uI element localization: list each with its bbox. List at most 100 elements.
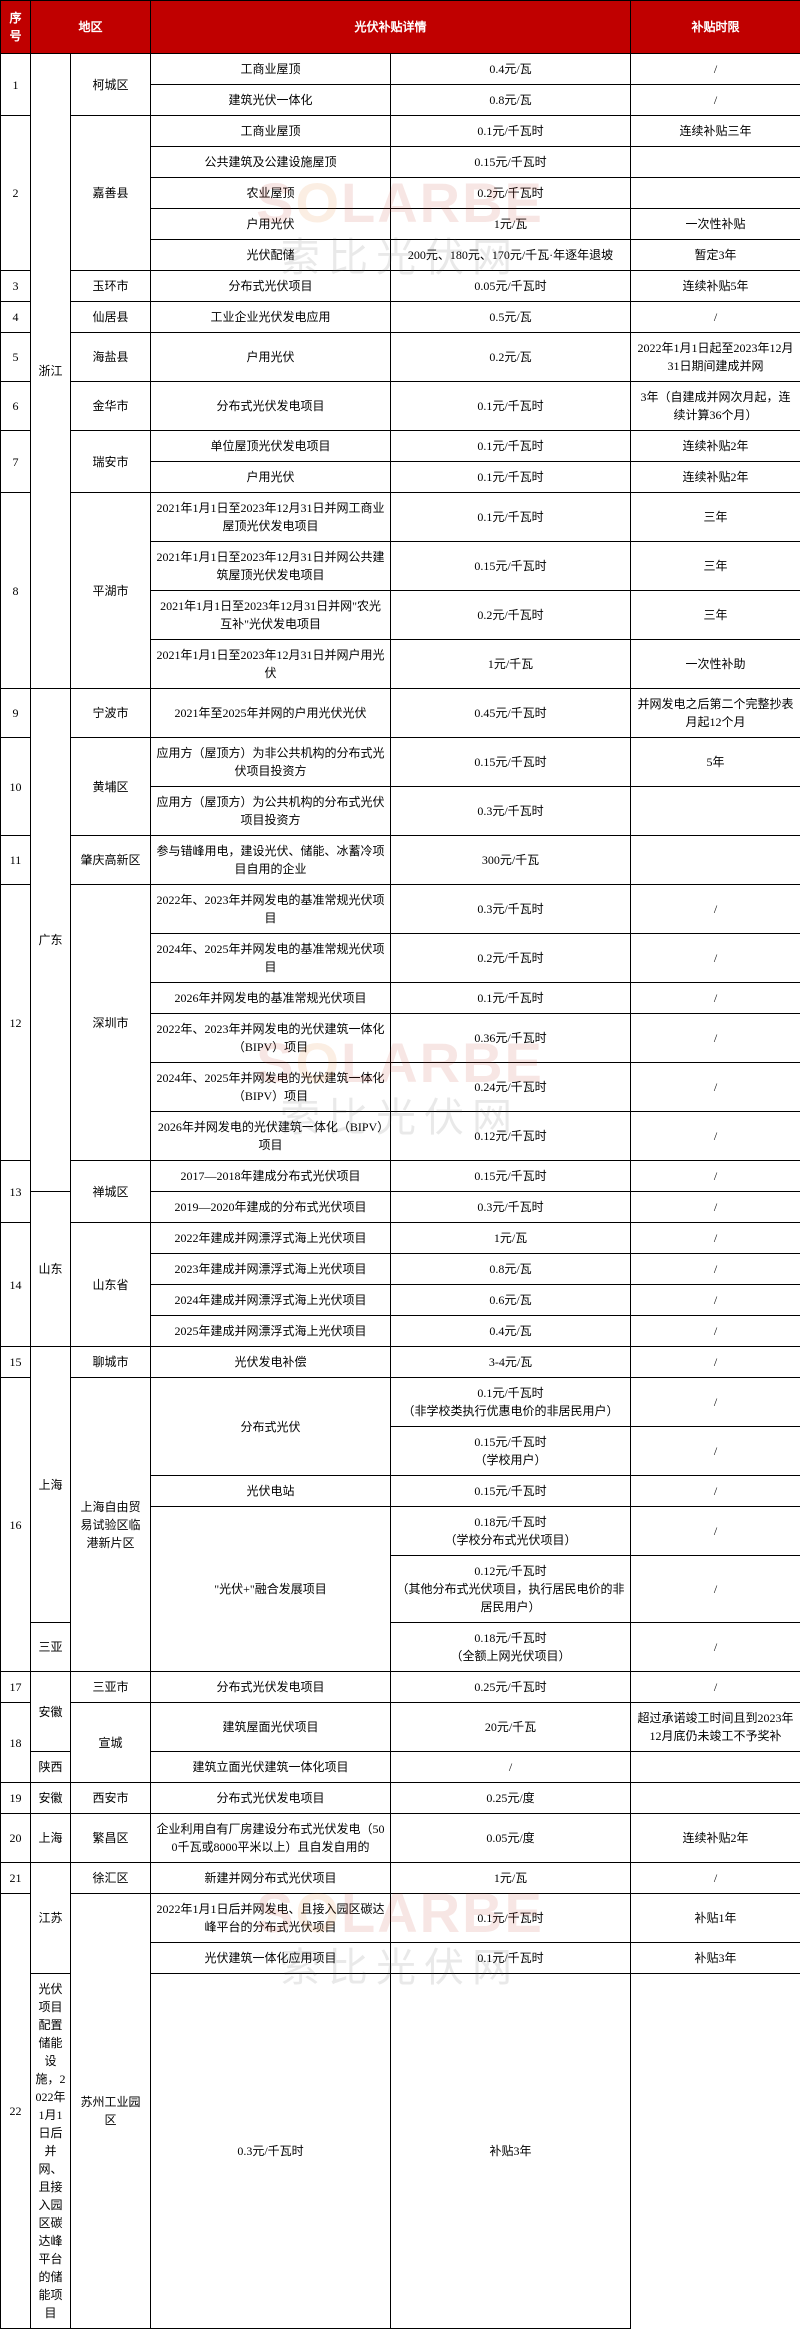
cell-amount: 0.1元/千瓦时 xyxy=(391,1894,631,1943)
cell-amount: 0.2元/千瓦时 xyxy=(391,934,631,983)
col-region: 地区 xyxy=(31,1,151,54)
cell-amount: 0.12元/千瓦时 xyxy=(391,1112,631,1161)
cell-province: 上海 xyxy=(31,1814,71,1863)
cell-seq: 20 xyxy=(1,1814,31,1863)
subsidy-table: 序号 地区 光伏补贴详情 补贴时限 1浙江柯城区工商业屋顶0.4元/瓦/建筑光伏… xyxy=(0,0,800,2329)
cell-desc: 户用光伏 xyxy=(151,462,391,493)
cell-city: 黄埔区 xyxy=(71,738,151,836)
cell-desc: 2026年并网发电的光伏建筑一体化（BIPV）项目 xyxy=(151,1112,391,1161)
cell-amount: 0.1元/千瓦时 xyxy=(391,431,631,462)
cell-province: 陕西 xyxy=(31,1752,71,1783)
cell-term: 3年（自建成并网次月起，连续计算36个月） xyxy=(631,382,800,431)
cell-seq: 8 xyxy=(1,493,31,689)
cell-city: 宁波市 xyxy=(71,689,151,738)
cell-term: / xyxy=(631,983,800,1014)
table-row: 6金华市分布式光伏发电项目0.1元/千瓦时3年（自建成并网次月起，连续计算36个… xyxy=(1,382,800,431)
cell-city: 禅城区 xyxy=(71,1161,151,1223)
cell-province: 广东 xyxy=(31,689,71,1192)
cell-desc: 2022年、2023年并网发电的光伏建筑一体化（BIPV）项目 xyxy=(151,1014,391,1063)
cell-term: 一次性补贴 xyxy=(631,209,800,240)
cell-term xyxy=(631,787,800,836)
cell-term: 一次性补助 xyxy=(631,640,800,689)
cell-term xyxy=(631,1783,800,1814)
table-row: 15上海聊城市光伏发电补偿3-4元/瓦/ xyxy=(1,1347,800,1378)
cell-term: / xyxy=(631,54,800,85)
cell-city: 平湖市 xyxy=(71,493,151,689)
cell-desc: 工商业屋顶 xyxy=(151,54,391,85)
cell-seq: 16 xyxy=(1,1378,31,1672)
table-row: 9广东宁波市2021年至2025年并网的户用光伏光伏0.45元/千瓦时并网发电之… xyxy=(1,689,800,738)
cell-amount: 0.45元/千瓦时 xyxy=(391,689,631,738)
cell-term: / xyxy=(631,1623,800,1672)
cell-desc: 2026年并网发电的基准常规光伏项目 xyxy=(151,983,391,1014)
cell-province: 上海 xyxy=(31,1347,71,1623)
cell-seq: 10 xyxy=(1,738,31,836)
cell-desc: 光伏发电补偿 xyxy=(151,1347,391,1378)
cell-desc: 工商业屋顶 xyxy=(151,116,391,147)
cell-amount: 0.24元/千瓦时 xyxy=(391,1063,631,1112)
cell-desc: 2021年1月1日至2023年12月31日并网户用光伏 xyxy=(151,640,391,689)
cell-amount: 0.18元/千瓦时（全额上网光伏项目） xyxy=(391,1623,631,1672)
cell-seq: 3 xyxy=(1,271,31,302)
cell-desc: 2024年建成并网漂浮式海上光伏项目 xyxy=(151,1285,391,1316)
cell-amount: 0.25元/度 xyxy=(391,1783,631,1814)
table-row: 19安徽西安市分布式光伏发电项目0.25元/度 xyxy=(1,1783,800,1814)
cell-province: 江苏 xyxy=(31,1863,71,1974)
cell-desc: 分布式光伏 xyxy=(151,1378,391,1476)
cell-amount: 0.4元/瓦 xyxy=(391,1316,631,1347)
table-row: 5海盐县户用光伏0.2元/瓦2022年1月1日起至2023年12月31日期间建成… xyxy=(1,333,800,382)
cell-province: 三亚 xyxy=(31,1623,71,1672)
cell-amount: 0.18元/千瓦时（学校分布式光伏项目） xyxy=(391,1507,631,1556)
cell-amount: 0.4元/瓦 xyxy=(391,54,631,85)
cell-city: 三亚市 xyxy=(71,1672,151,1703)
table-row: 1浙江柯城区工商业屋顶0.4元/瓦/ xyxy=(1,54,800,85)
cell-desc: 光伏项目配置储能设施，2022年1月1日后并网、且接入园区碳达峰平台的储能项目 xyxy=(31,1974,71,2329)
table-row: 11肇庆高新区参与错峰用电，建设光伏、储能、冰蓄冷项目自用的企业300元/千瓦 xyxy=(1,836,800,885)
cell-amount: 1元/瓦 xyxy=(391,1863,631,1894)
cell-term: 连续补贴三年 xyxy=(631,116,800,147)
cell-seq: 12 xyxy=(1,885,31,1161)
cell-term: / xyxy=(631,1223,800,1254)
cell-desc: 建筑立面光伏建筑一体化项目 xyxy=(151,1752,391,1783)
cell-amount: 0.36元/千瓦时 xyxy=(391,1014,631,1063)
cell-desc: 参与错峰用电，建设光伏、储能、冰蓄冷项目自用的企业 xyxy=(151,836,391,885)
cell-amount: 0.1元/千瓦时 xyxy=(391,382,631,431)
cell-amount: 1元/瓦 xyxy=(391,1223,631,1254)
cell-amount: 0.1元/千瓦时 xyxy=(391,493,631,542)
cell-desc: 分布式光伏发电项目 xyxy=(151,382,391,431)
table-row: 18宣城建筑屋面光伏项目20元/千瓦超过承诺竣工时间且到2023年12月底仍未竣… xyxy=(1,1703,800,1752)
table-row: 8平湖市2021年1月1日至2023年12月31日并网工商业屋顶光伏发电项目0.… xyxy=(1,493,800,542)
cell-term: / xyxy=(631,1254,800,1285)
cell-city: 西安市 xyxy=(71,1783,151,1814)
cell-city: 苏州工业园区 xyxy=(71,1894,151,2329)
cell-desc: 2023年建成并网漂浮式海上光伏项目 xyxy=(151,1254,391,1285)
cell-amount: 20元/千瓦 xyxy=(391,1703,631,1752)
table-row: 17安徽三亚市分布式光伏发电项目0.25元/千瓦时/ xyxy=(1,1672,800,1703)
cell-amount: 0.15元/千瓦时 xyxy=(391,1161,631,1192)
cell-amount: 0.6元/瓦 xyxy=(391,1285,631,1316)
cell-amount: 0.1元/千瓦时 xyxy=(391,462,631,493)
cell-term: / xyxy=(631,1316,800,1347)
cell-term: / xyxy=(631,1863,800,1894)
cell-amount: 1元/千瓦 xyxy=(391,640,631,689)
cell-amount: 0.15元/千瓦时 xyxy=(391,738,631,787)
cell-city: 繁昌区 xyxy=(71,1814,151,1863)
cell-seq: 19 xyxy=(1,1783,31,1814)
cell-desc: 2025年建成并网漂浮式海上光伏项目 xyxy=(151,1316,391,1347)
cell-seq: 5 xyxy=(1,333,31,382)
cell-desc: 建筑光伏一体化 xyxy=(151,85,391,116)
table-row: 16上海自由贸易试验区临港新片区分布式光伏0.1元/千瓦时（非学校类执行优惠电价… xyxy=(1,1378,800,1427)
cell-desc: 光伏配储 xyxy=(151,240,391,271)
cell-desc: 2021年1月1日至2023年12月31日并网"农光互补"光伏发电项目 xyxy=(151,591,391,640)
cell-seq: 2 xyxy=(1,116,31,271)
cell-desc: 光伏建筑一体化应用项目 xyxy=(151,1943,391,1974)
cell-desc: 新建并网分布式光伏项目 xyxy=(151,1863,391,1894)
cell-seq: 18 xyxy=(1,1703,31,1783)
cell-term: 补贴1年 xyxy=(631,1894,800,1943)
cell-term: / xyxy=(631,1063,800,1112)
cell-term: 并网发电之后第二个完整抄表月起12个月 xyxy=(631,689,800,738)
cell-seq: 9 xyxy=(1,689,31,738)
table-row: 12深圳市2022年、2023年并网发电的基准常规光伏项目0.3元/千瓦时/ xyxy=(1,885,800,934)
cell-amount: 0.15元/千瓦时（学校用户） xyxy=(391,1427,631,1476)
cell-seq: 11 xyxy=(1,836,31,885)
